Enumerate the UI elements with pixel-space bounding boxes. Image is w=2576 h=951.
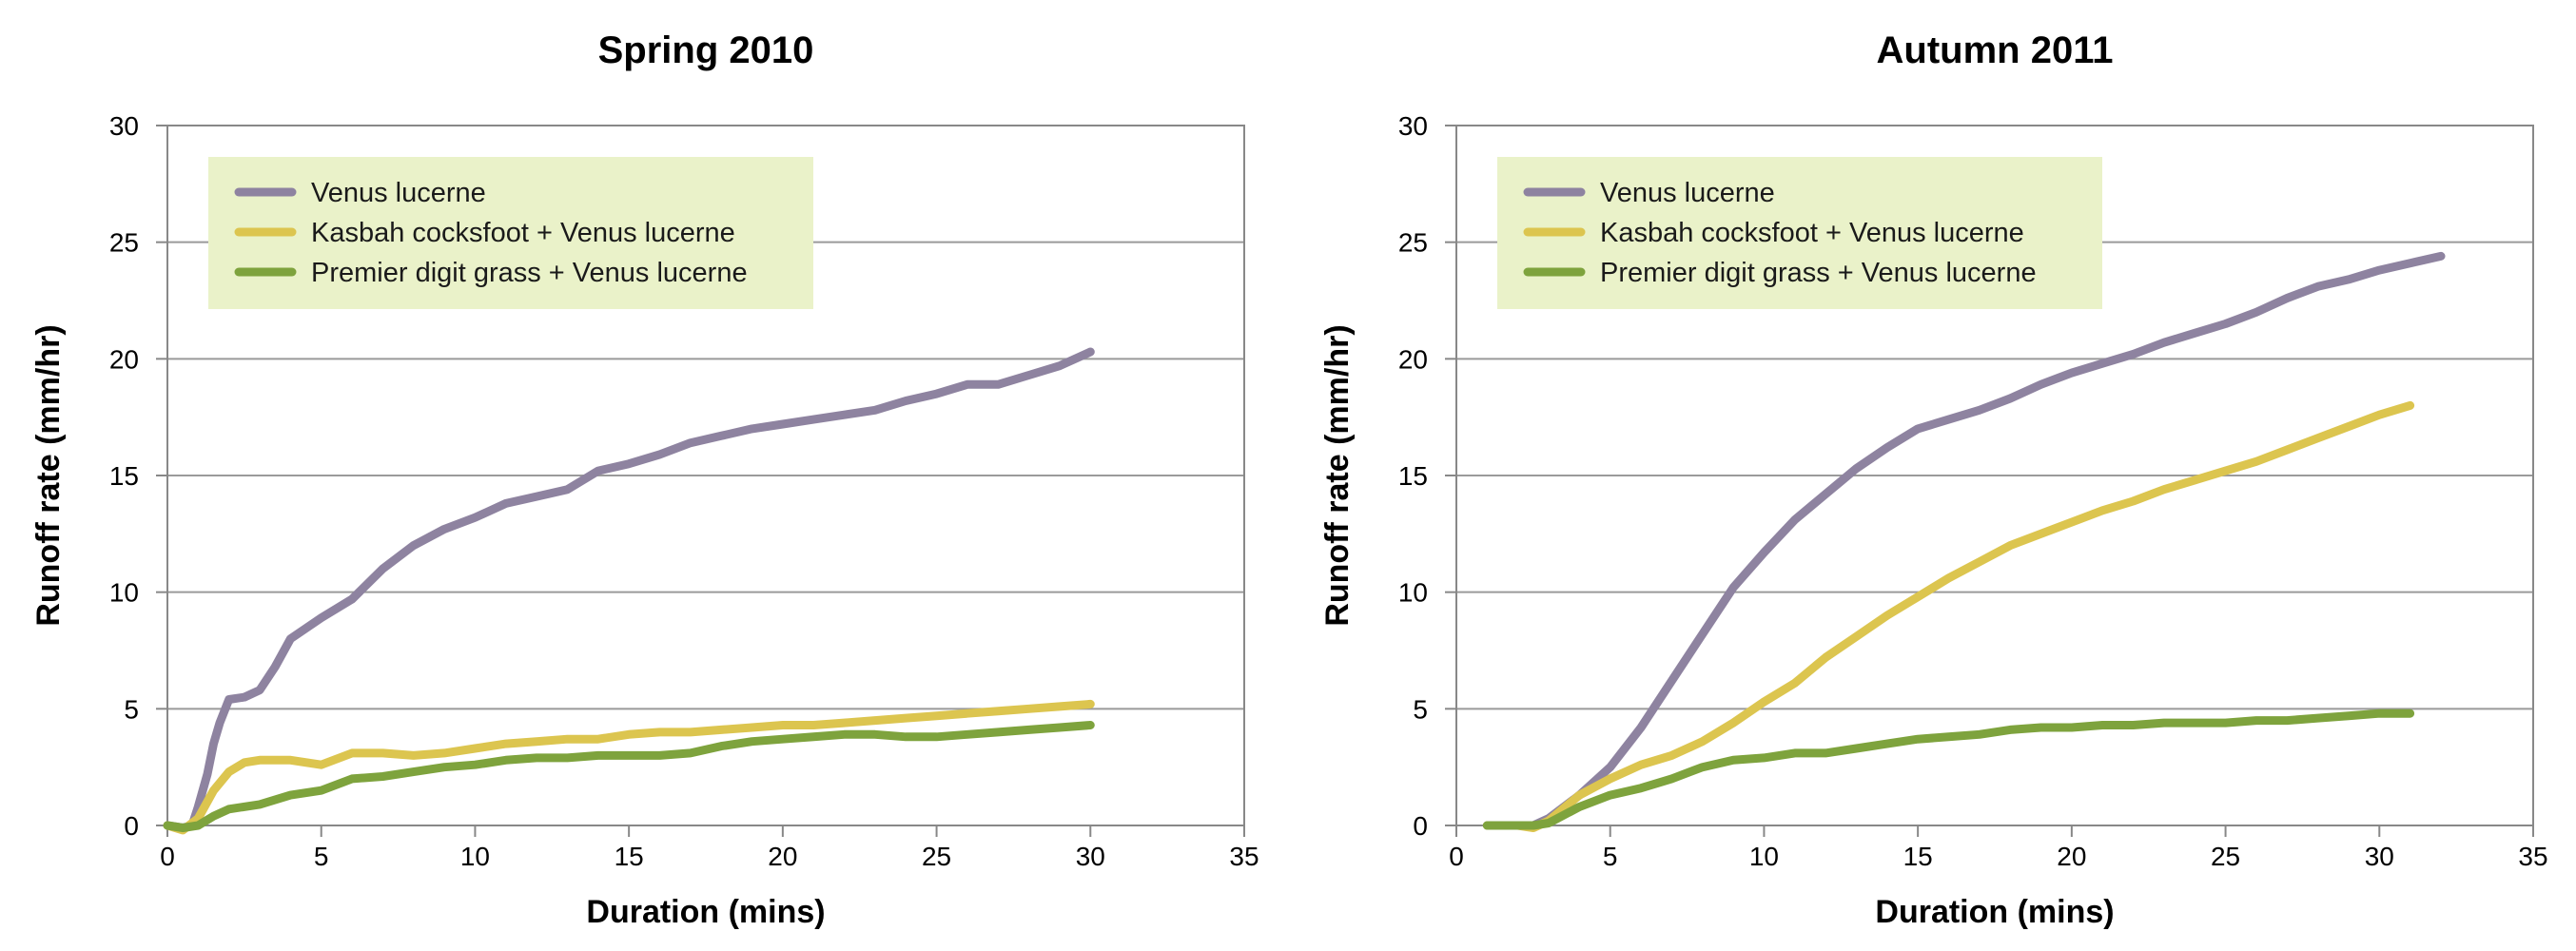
series-line (163, 721, 1095, 832)
chart-panel-2: 0 5 10 15 20 25 30 0 5 10 15 20 25 30 35 Autumn 2011 Dur… (1319, 29, 2548, 930)
x-tick-label: 15 (1903, 842, 1933, 871)
x-tick-label: 35 (1229, 842, 1259, 871)
legend-label: Premier digit grass + Venus lucerne (1600, 258, 2037, 288)
y-tick-label: 10 (109, 578, 139, 608)
chart-title: Autumn 2011 (1877, 29, 2114, 71)
series-line (1482, 708, 2415, 830)
legend-label: Kasbah cocksfoot + Venus lucerne (311, 218, 735, 248)
x-tick-label: 10 (460, 842, 490, 871)
x-tick-label: 10 (1749, 842, 1779, 871)
legend-box (1497, 157, 2102, 309)
series-line (163, 699, 1095, 835)
x-tick-label: 0 (160, 842, 175, 871)
y-tick-label: 30 (109, 111, 139, 141)
y-tick-label: 5 (124, 694, 139, 724)
x-tick-label: 5 (1603, 842, 1618, 871)
legend-box (208, 157, 813, 309)
y-tick-label: 15 (1398, 461, 1428, 491)
x-tick-label: 20 (768, 842, 797, 871)
chart-title: Spring 2010 (598, 29, 814, 71)
x-axis-title: Duration (mins) (586, 894, 825, 930)
y-tick-label: 20 (109, 344, 139, 374)
series-line (1482, 251, 2446, 830)
legend-label: Kasbah cocksfoot + Venus lucerne (1600, 218, 2024, 248)
x-tick-label: 0 (1449, 842, 1464, 871)
x-tick-label: 30 (1076, 842, 1105, 871)
legend-label: Venus lucerne (311, 178, 486, 208)
y-tick-label: 10 (1398, 578, 1428, 608)
chart-panel-1: 0 5 10 15 20 25 30 0 5 10 15 20 25 30 35 Spring 2010 Dur… (30, 29, 1259, 930)
y-tick-label: 15 (109, 461, 139, 491)
x-tick-label: 30 (2365, 842, 2394, 871)
legend-label: Premier digit grass + Venus lucerne (311, 258, 748, 288)
y-tick-label: 30 (1398, 111, 1428, 141)
y-tick-label: 0 (124, 811, 139, 841)
x-axis-title: Duration (mins) (1875, 894, 2114, 930)
y-tick-label: 5 (1413, 694, 1428, 724)
y-tick-label: 0 (1413, 811, 1428, 841)
y-axis-title: Runoff rate (mm/hr) (30, 324, 67, 626)
series-line (1482, 400, 2415, 832)
x-tick-label: 20 (2057, 842, 2086, 871)
y-tick-label: 25 (109, 228, 139, 258)
x-tick-label: 25 (922, 842, 951, 871)
series-line (163, 347, 1095, 832)
x-tick-label: 5 (314, 842, 329, 871)
x-tick-label: 25 (2211, 842, 2240, 871)
x-tick-label: 35 (2518, 842, 2547, 871)
y-tick-label: 20 (1398, 344, 1428, 374)
y-axis-title: Runoff rate (mm/hr) (1319, 324, 1356, 626)
y-tick-label: 25 (1398, 228, 1428, 258)
x-tick-label: 15 (615, 842, 644, 871)
legend-label: Venus lucerne (1600, 178, 1775, 208)
